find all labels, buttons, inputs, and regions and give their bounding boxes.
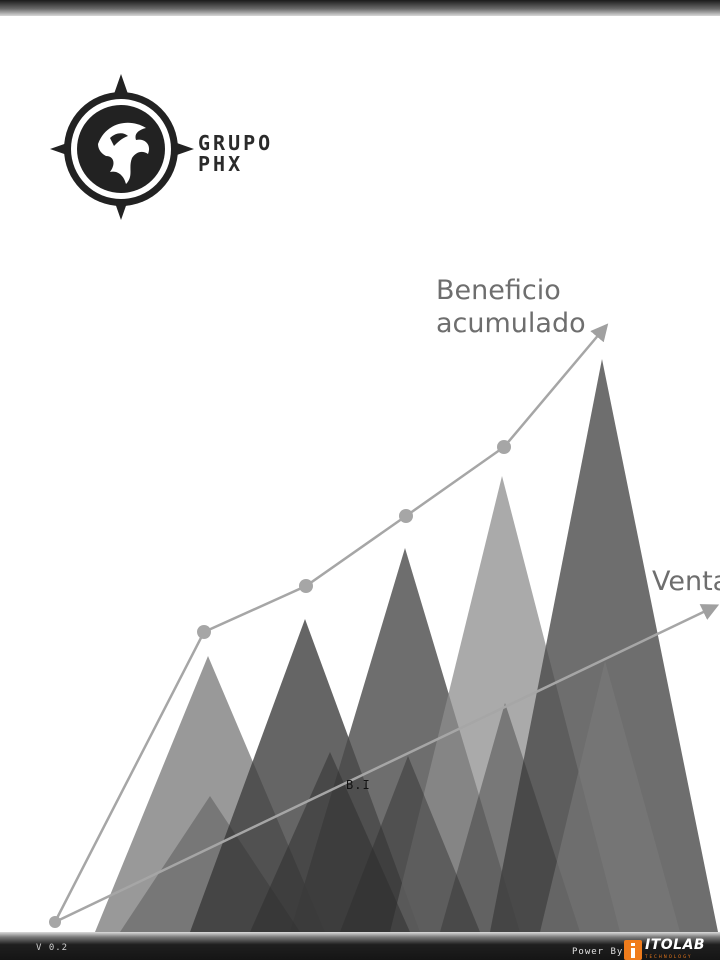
splash-screen: GRUPO PHX Beneficio acumulado Ventas B.I (0, 16, 720, 932)
logo-line-1: GRUPO (198, 131, 274, 155)
itolab-logo-icon (624, 940, 642, 960)
footer-bar: V 0.2 Power By ITOLAB TECHNOLOGY (0, 932, 720, 960)
sales-line-label: Ventas (652, 566, 720, 597)
bi-label: B.I (346, 778, 371, 792)
company-logo-text: GRUPO PHX (198, 133, 273, 175)
top-bar (0, 0, 720, 16)
dragon-compass-emblem-icon (50, 74, 194, 220)
powered-by-label: Power By (572, 947, 624, 957)
growth-graphic (49, 323, 720, 932)
logo-line-2: PHX (198, 152, 244, 176)
profit-line (53, 323, 609, 923)
profit-line-label: Beneficio acumulado (436, 274, 586, 340)
sales-line (54, 604, 720, 924)
profit-points (49, 440, 511, 928)
profit-label-line-1: Beneficio (436, 275, 561, 306)
brand-name: ITOLAB (645, 937, 706, 953)
profit-label-line-2: acumulado (436, 308, 586, 339)
mountain-triangles (95, 359, 718, 932)
version-label: V 0.2 (36, 943, 69, 953)
brand-subtitle: TECHNOLOGY (645, 954, 693, 959)
